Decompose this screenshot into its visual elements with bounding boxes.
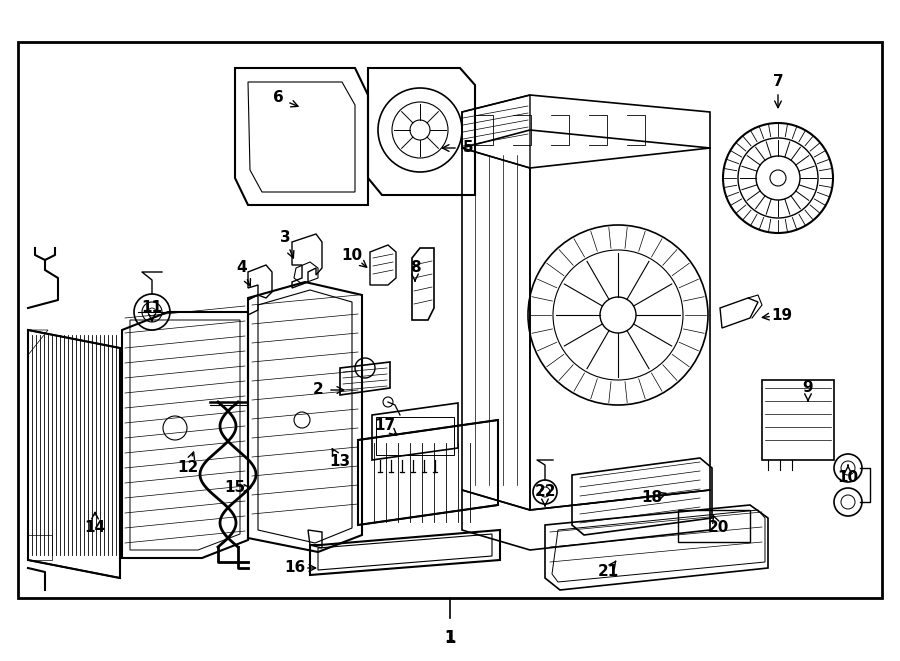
Text: 2: 2	[312, 383, 323, 397]
Text: 11: 11	[141, 301, 163, 315]
Text: 14: 14	[85, 520, 105, 535]
Bar	[376, 417, 454, 455]
Text: 8: 8	[410, 260, 420, 276]
Text: 4: 4	[237, 260, 248, 276]
Text: 19: 19	[771, 307, 793, 323]
Text: 12: 12	[177, 461, 199, 475]
Text: 16: 16	[284, 561, 306, 576]
Text: 1: 1	[445, 629, 455, 647]
Text: 21: 21	[598, 564, 618, 580]
Text: 7: 7	[773, 75, 783, 89]
Text: 13: 13	[329, 455, 351, 469]
Text: 18: 18	[642, 490, 662, 506]
Text: 9: 9	[803, 381, 814, 395]
Text: 20: 20	[707, 520, 729, 535]
Text: 6: 6	[273, 91, 284, 106]
Bar	[762, 380, 834, 460]
Text: 10: 10	[341, 247, 363, 262]
Text: 3: 3	[280, 231, 291, 245]
Text: 5: 5	[463, 141, 473, 155]
Text: 10: 10	[837, 471, 859, 485]
Text: 17: 17	[374, 418, 396, 432]
Text: 22: 22	[535, 485, 556, 500]
Text: 1: 1	[445, 631, 455, 646]
Bar	[678, 510, 750, 542]
Bar	[18, 42, 882, 598]
Text: 15: 15	[224, 481, 246, 496]
